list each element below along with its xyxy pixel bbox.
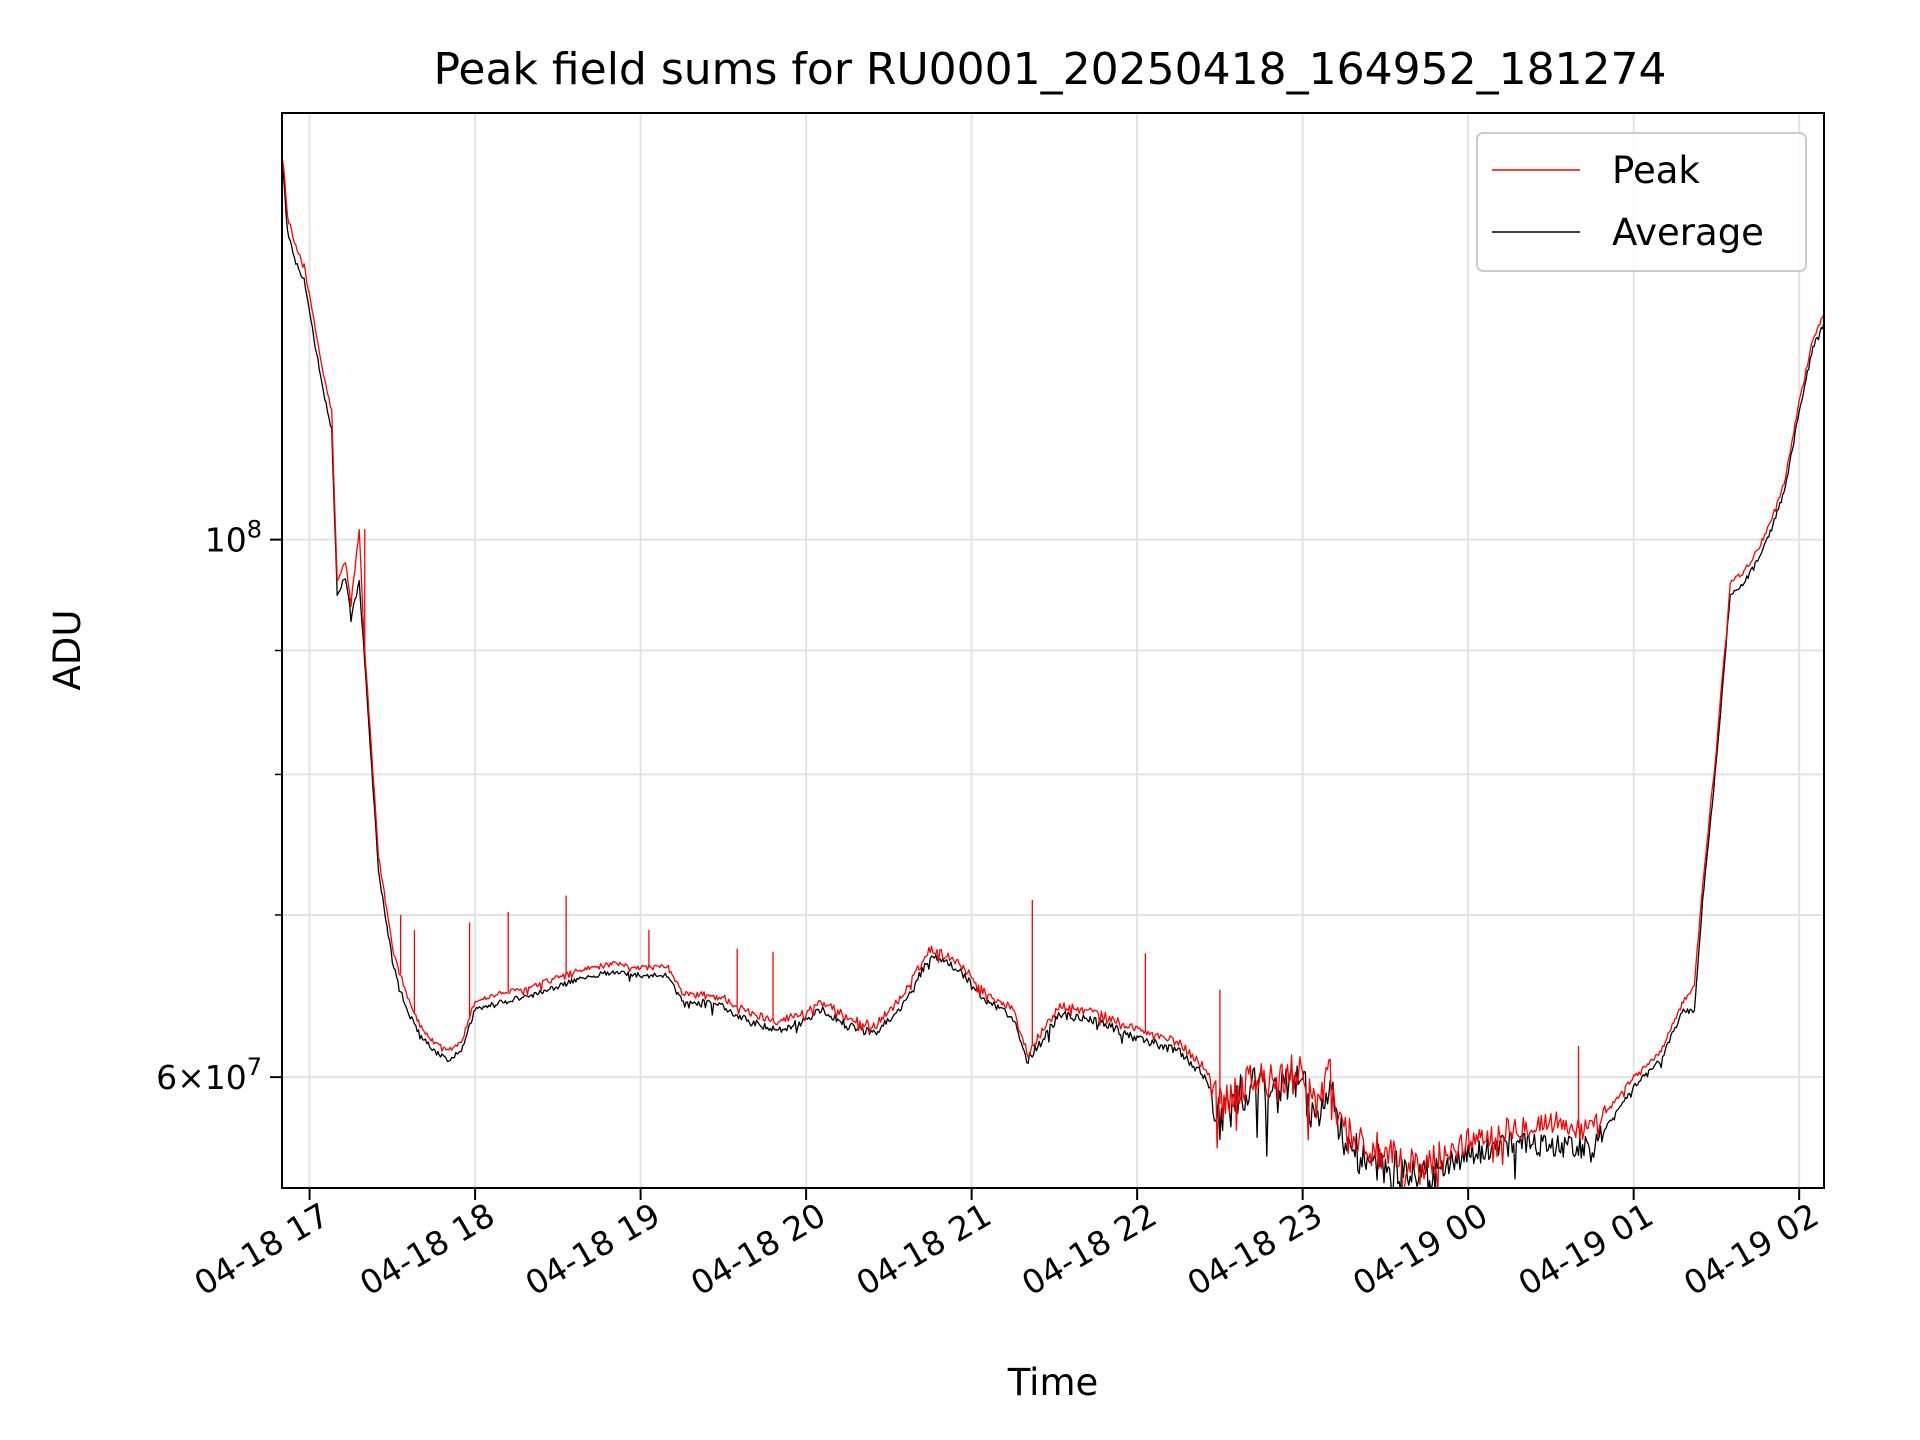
y-tick-label: 6×107 (156, 1053, 262, 1097)
plot-series (282, 156, 1824, 1188)
x-axis-label: Time (1007, 1361, 1099, 1404)
series-line-average (282, 156, 1824, 1188)
chart-title: Peak field sums for RU0001_20250418_1649… (433, 44, 1666, 95)
legend-label-peak: Peak (1612, 149, 1700, 192)
y-axis-label: ADU (46, 610, 89, 691)
legend: Peak Average (1476, 132, 1807, 272)
legend-label-average: Average (1612, 211, 1764, 254)
legend-box (1476, 132, 1807, 272)
y-axis-ticks: 108 6×107 (156, 516, 282, 1097)
grid (282, 113, 1824, 1188)
y-tick-label: 108 (205, 516, 262, 560)
series-line-peak (282, 156, 1824, 1188)
